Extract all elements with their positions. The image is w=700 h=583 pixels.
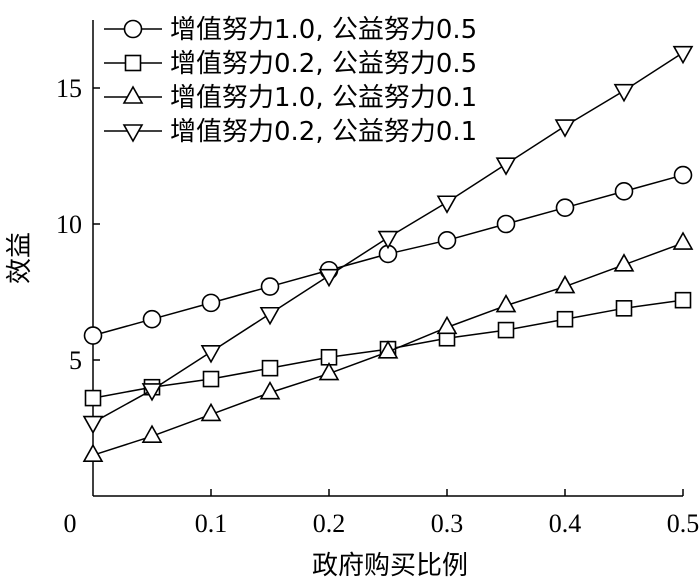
y-axis-title: 效益 (5, 232, 35, 284)
data-point (497, 321, 515, 339)
data-point (200, 402, 222, 422)
data-point (82, 415, 104, 435)
x-tick-label: 0.5 (667, 509, 700, 538)
x-tick-label: 0.2 (313, 509, 346, 538)
data-point (672, 231, 694, 250)
data-point (318, 268, 340, 288)
y-tick-label: 15 (56, 74, 82, 103)
data-point (318, 361, 340, 381)
data-point (141, 383, 163, 402)
legend: 增值努力1.0, 公益努力0.5 增值努力0.2, 公益努力0.5 增值努力1.0,… (104, 15, 477, 147)
data-point (436, 195, 458, 214)
data-point (201, 293, 221, 313)
series-3 (82, 231, 694, 463)
data-point (82, 443, 104, 463)
data-point (495, 157, 517, 176)
data-point (555, 198, 575, 217)
legend-label: 增值努力1.0, 公益努力0.5 (170, 15, 477, 45)
series-layer (82, 45, 694, 463)
legend-marker (122, 85, 144, 104)
data-point (261, 359, 279, 377)
y-tick-label: 10 (56, 210, 82, 239)
data-point (556, 310, 574, 328)
y-tick-label: 5 (69, 346, 82, 375)
x-tick-label: 0.3 (431, 509, 464, 538)
data-point (554, 119, 576, 138)
data-point (614, 182, 634, 201)
legend-label: 增值努力1.0, 公益努力0.1 (170, 83, 477, 113)
data-point (142, 309, 162, 329)
x-tick-label: 0.1 (195, 509, 228, 538)
x-tick-label: 0.4 (549, 509, 582, 538)
data-point (615, 300, 633, 317)
tick-labels: 0 0.1 0.2 0.3 0.4 0.5 5 10 15 (56, 74, 699, 538)
legend-item: 增值努力0.2, 公益努力0.1 (104, 117, 477, 147)
legend-marker (124, 54, 142, 72)
ticks (93, 87, 684, 496)
data-point (260, 277, 280, 296)
series-4 (82, 45, 694, 435)
legend-label: 增值努力0.2, 公益努力0.1 (170, 117, 477, 147)
data-point (437, 231, 457, 250)
data-point (613, 253, 635, 272)
legend-marker (122, 124, 144, 143)
x-axis-title: 政府购买比例 (312, 551, 468, 581)
data-point (554, 274, 576, 294)
data-point (673, 165, 693, 185)
legend-marker (123, 19, 143, 39)
data-point (84, 389, 102, 407)
data-point (200, 345, 222, 364)
data-point (436, 315, 458, 335)
series-1 (83, 165, 693, 345)
data-point (83, 326, 103, 345)
data-point (259, 306, 281, 326)
data-point (496, 214, 516, 234)
data-point (141, 424, 163, 443)
data-point (377, 230, 399, 250)
data-point (259, 381, 281, 400)
legend-item: 增值努力1.0, 公益努力0.5 (104, 15, 477, 45)
data-point (672, 45, 694, 65)
x-tick-label: 0 (64, 509, 77, 538)
legend-item: 增值努力1.0, 公益努力0.1 (104, 83, 477, 113)
data-point (613, 83, 635, 103)
data-point (202, 370, 220, 388)
data-point (377, 340, 399, 359)
data-point (674, 291, 692, 309)
data-point (495, 293, 517, 313)
legend-item: 增值努力0.2, 公益努力0.5 (104, 49, 477, 79)
legend-label: 增值努力0.2, 公益努力0.5 (170, 49, 477, 79)
